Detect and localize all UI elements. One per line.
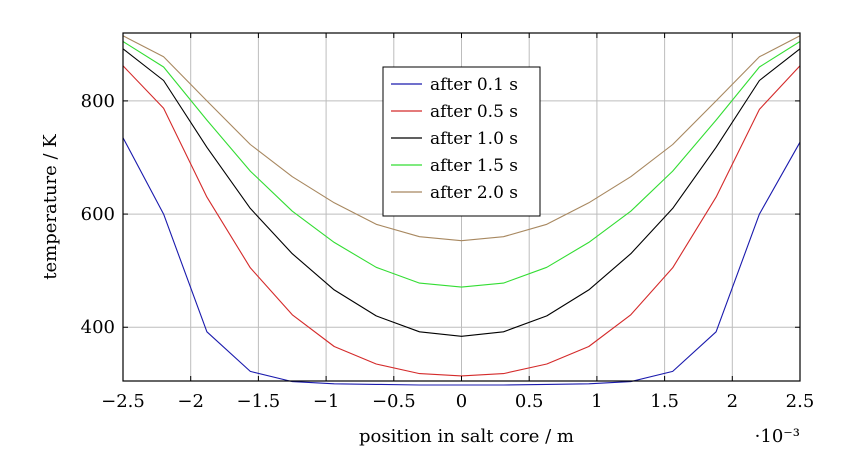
x-axis-multiplier: ·10⁻³ [755, 426, 800, 447]
legend-label: after 1.0 s [430, 129, 518, 149]
y-tick-label: 400 [81, 317, 115, 338]
y-axis-title: temperature / K [40, 134, 61, 280]
x-tick-labels: −2.5 −2 −1.5 −1 −0.5 0 0.5 1 1.5 2 2.5 [101, 391, 814, 412]
legend: after 0.1 s after 0.5 s after 1.0 s after 1… [382, 66, 541, 217]
series-line [122, 35, 801, 242]
x-tick-label: −2.5 [101, 391, 145, 412]
series-line [122, 48, 801, 337]
y-tick-labels: 400 600 800 [81, 91, 115, 338]
x-tick-label: 0.5 [515, 391, 544, 412]
x-tick-label: −1 [313, 391, 340, 412]
x-tick-label: 2.5 [786, 391, 815, 412]
axis-ticks [122, 33, 801, 381]
x-tick-label: 1 [591, 391, 602, 412]
legend-label: after 0.1 s [430, 75, 518, 95]
x-tick-label: 2 [727, 391, 738, 412]
series-lines [122, 35, 801, 386]
legend-label: after 1.5 s [430, 156, 518, 176]
series-line [122, 137, 801, 386]
x-tick-label: −1.5 [237, 391, 281, 412]
y-tick-label: 600 [81, 204, 115, 225]
y-tick-label: 800 [81, 91, 115, 112]
x-tick-label: −0.5 [372, 391, 416, 412]
x-tick-label: −2 [177, 391, 204, 412]
x-tick-label: 0 [456, 391, 467, 412]
series-line [122, 65, 801, 377]
x-tick-label: 1.5 [650, 391, 679, 412]
legend-box [382, 66, 541, 217]
legend-label: after 2.0 s [430, 183, 518, 203]
legend-label: after 0.5 s [430, 102, 518, 122]
x-axis-title: position in salt core / m [359, 426, 574, 447]
series-line [122, 41, 801, 288]
